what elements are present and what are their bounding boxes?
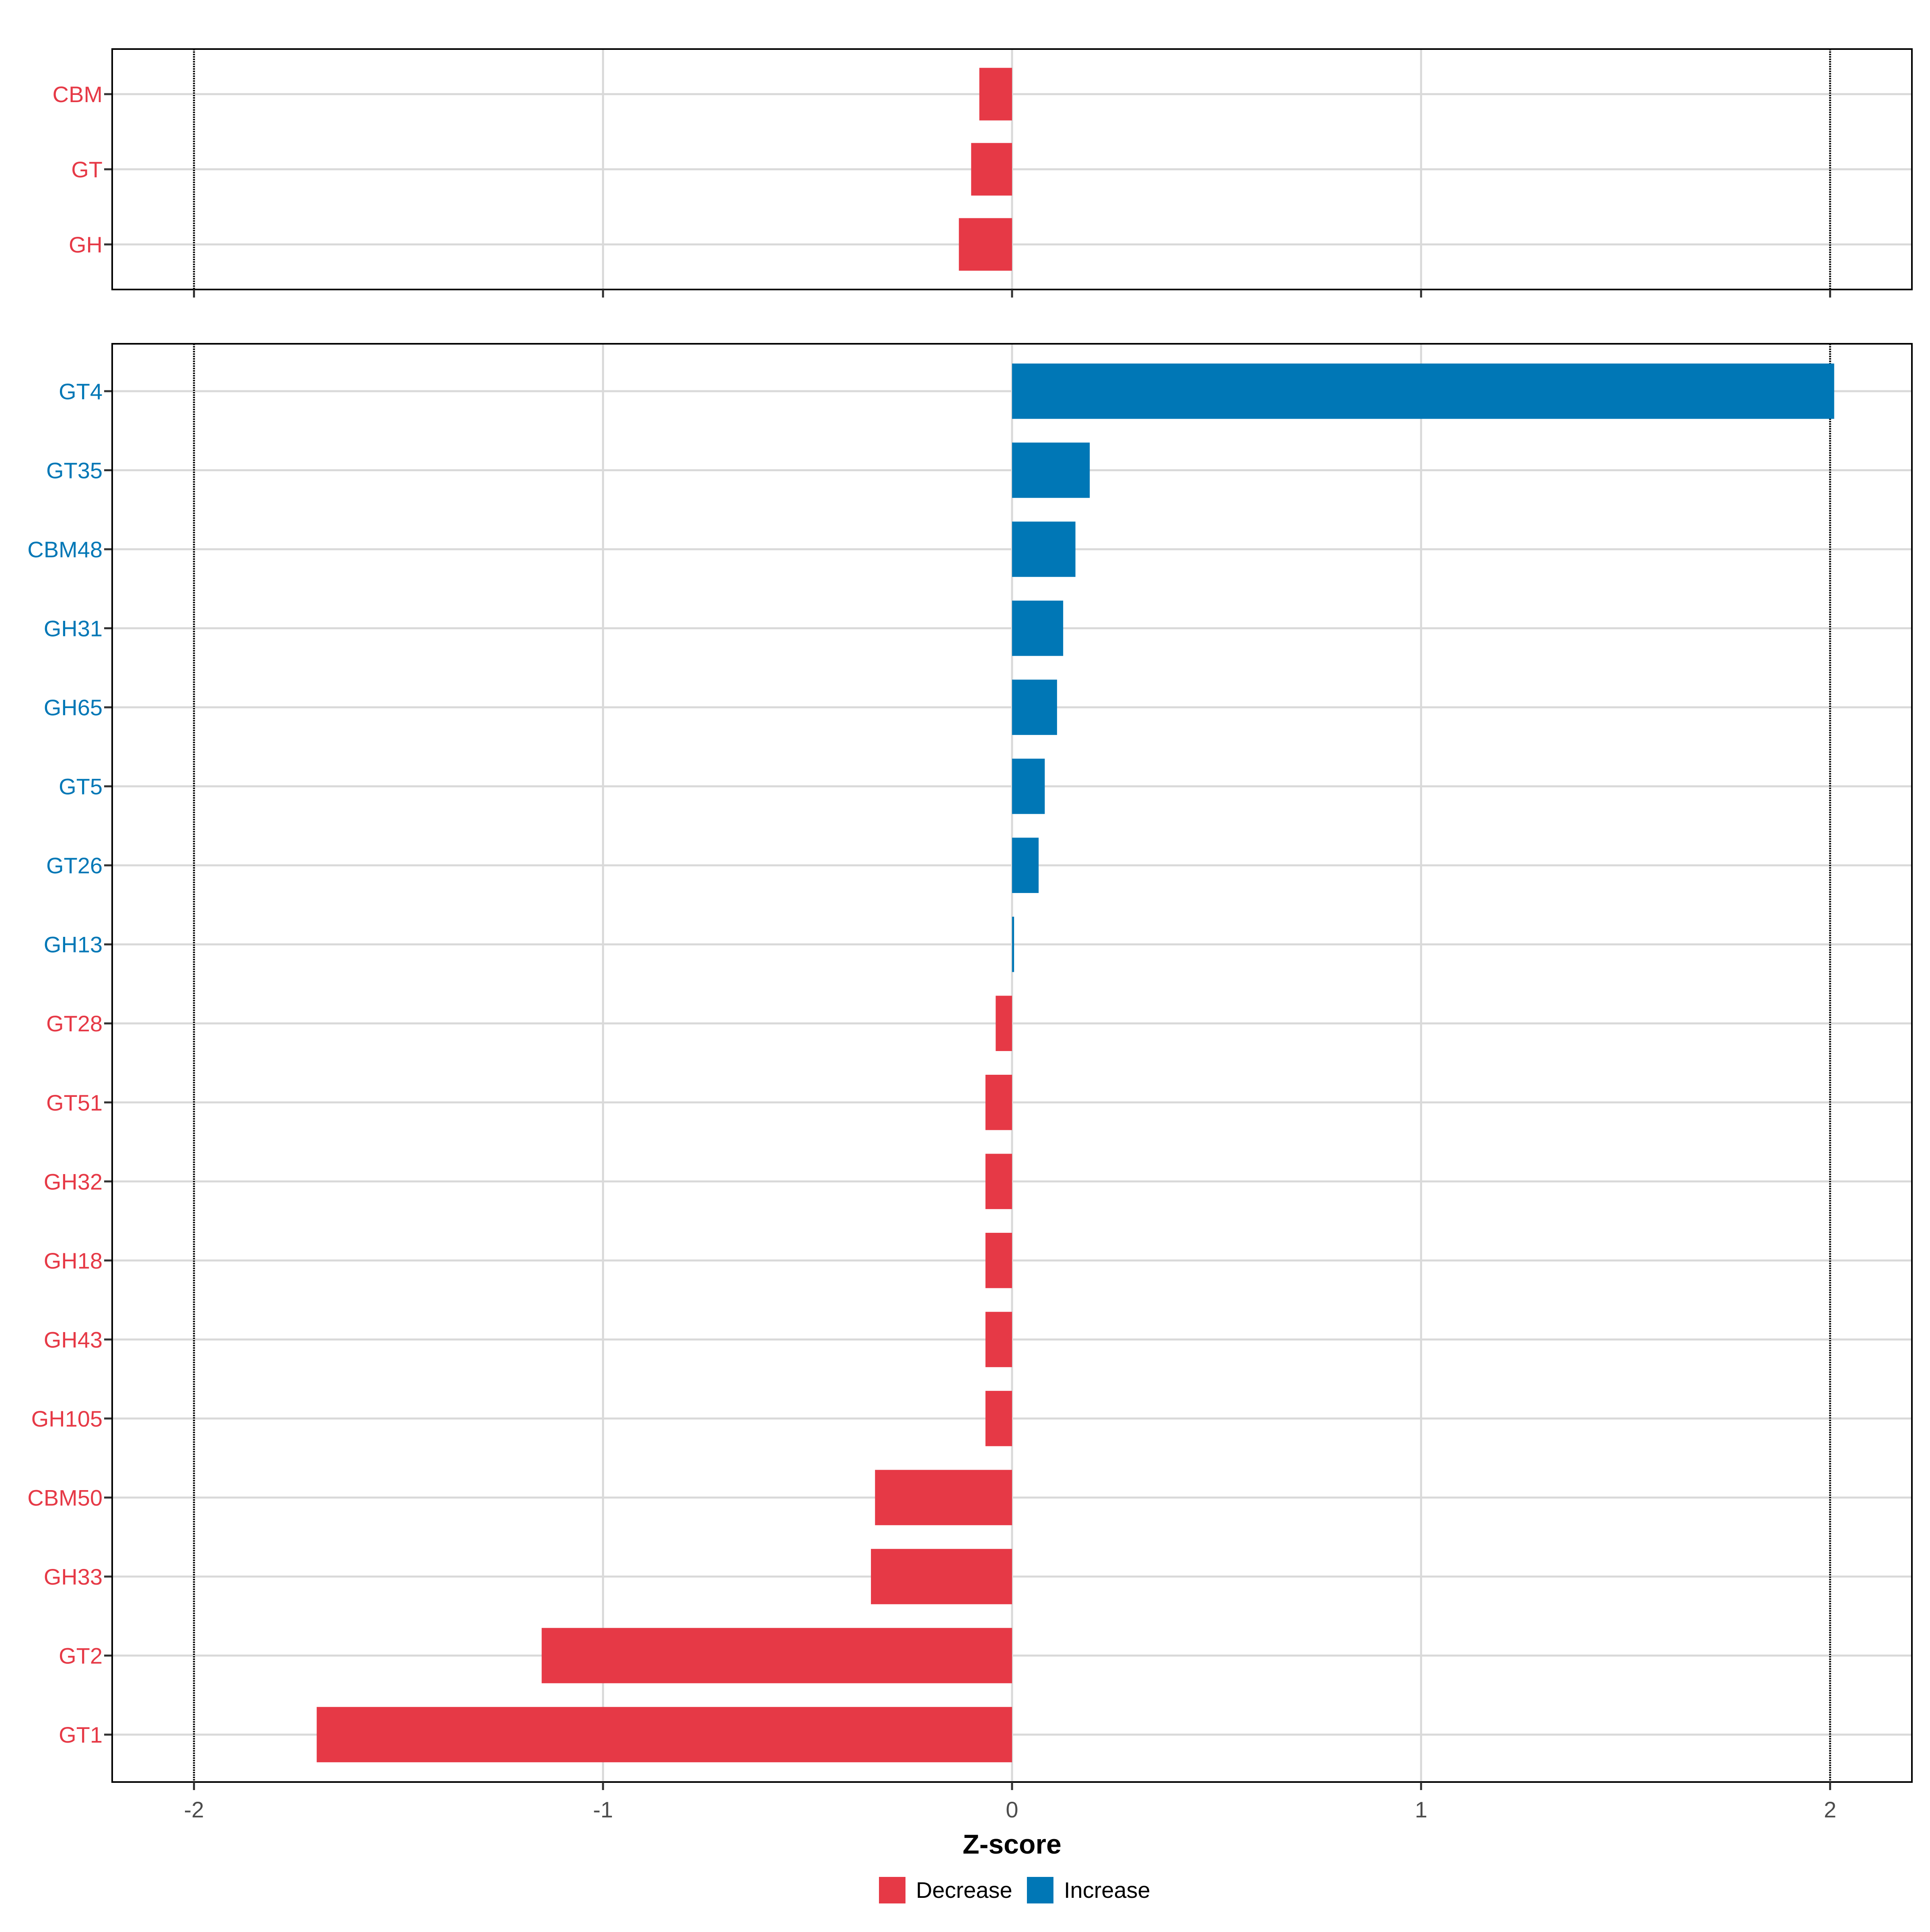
bottom-y-tick-label-gh18: GH18 <box>44 1248 103 1273</box>
legend-swatch-increase <box>1027 1877 1053 1903</box>
top-bar-cbm <box>979 68 1012 121</box>
bottom-bar-gt28 <box>996 996 1012 1051</box>
bottom-y-tick-label-gh32: GH32 <box>44 1169 103 1194</box>
bottom-bar-gh18 <box>985 1233 1012 1288</box>
top-y-tick-label-cbm: CBM <box>53 82 103 107</box>
bottom-y-tick-label-gt4: GT4 <box>59 379 103 404</box>
bottom-y-tick-label-gt26: GT26 <box>46 853 103 878</box>
legend-swatch-decrease <box>879 1877 905 1903</box>
bottom-y-tick-label-cbm50: CBM50 <box>27 1485 103 1510</box>
legend-label-increase: Increase <box>1064 1877 1150 1903</box>
bottom-bar-gt4 <box>1012 363 1834 419</box>
bottom-y-tick-label-gh65: GH65 <box>44 695 103 720</box>
legend: Decrease Increase <box>879 1877 1150 1903</box>
bottom-y-tick-label-gt1: GT1 <box>59 1722 103 1747</box>
bottom-y-tick-label-gt35: GT35 <box>46 458 103 483</box>
bottom-bar-gh31 <box>1012 600 1064 656</box>
x-axis-title: Z-score <box>963 1829 1062 1860</box>
bottom-bar-gh65 <box>1012 680 1057 735</box>
top-y-tick-label-gt: GT <box>71 157 103 182</box>
bottom-bar-gh33 <box>871 1549 1012 1604</box>
bottom-panel: GT4 GT35 CBM48 GH31 GH65 GT5 GT26 GH13 GT28 GT51 G… <box>27 343 1913 1790</box>
bottom-y-tick-label-cbm48: CBM48 <box>27 537 103 562</box>
bottom-bar-gt26 <box>1012 838 1039 893</box>
top-bar-gh <box>959 218 1012 271</box>
bottom-bar-gt2 <box>542 1628 1012 1684</box>
top-panel: CBM GT GH <box>53 48 1913 298</box>
bottom-bar-gt5 <box>1012 758 1045 814</box>
legend-label-decrease: Decrease <box>916 1877 1012 1903</box>
bottom-bar-gh105 <box>985 1391 1012 1446</box>
bottom-bar-gh13 <box>1012 916 1014 972</box>
bottom-y-tick-label-gh33: GH33 <box>44 1564 103 1589</box>
top-y-tick-label-gh: GH <box>69 232 103 257</box>
bottom-bar-gt51 <box>985 1074 1012 1130</box>
x-tick-label: 1 <box>1415 1797 1427 1822</box>
bottom-y-tick-label-gt5: GT5 <box>59 774 103 799</box>
x-tick-label: 2 <box>1824 1797 1836 1822</box>
x-tick-label: 0 <box>1006 1797 1018 1822</box>
bottom-y-tick-label-gh31: GH31 <box>44 616 103 641</box>
bottom-bar-gh43 <box>985 1312 1012 1367</box>
bottom-y-tick-label-gh105: GH105 <box>31 1406 103 1431</box>
bottom-bar-gt1 <box>316 1707 1012 1762</box>
bottom-bar-cbm48 <box>1012 521 1076 577</box>
bottom-bar-gh32 <box>985 1154 1012 1209</box>
bottom-y-tick-label-gh13: GH13 <box>44 932 103 957</box>
top-bar-gt <box>971 143 1012 196</box>
x-tick-label: -2 <box>184 1797 204 1822</box>
bottom-bar-gt35 <box>1012 442 1090 498</box>
bottom-bar-cbm50 <box>875 1470 1012 1525</box>
bottom-y-tick-label-gt51: GT51 <box>46 1090 103 1115</box>
bottom-y-tick-label-gt28: GT28 <box>46 1011 103 1036</box>
x-tick-label: -1 <box>593 1797 613 1822</box>
bottom-y-tick-label-gt2: GT2 <box>59 1643 103 1669</box>
bottom-y-tick-label-gh43: GH43 <box>44 1327 103 1352</box>
